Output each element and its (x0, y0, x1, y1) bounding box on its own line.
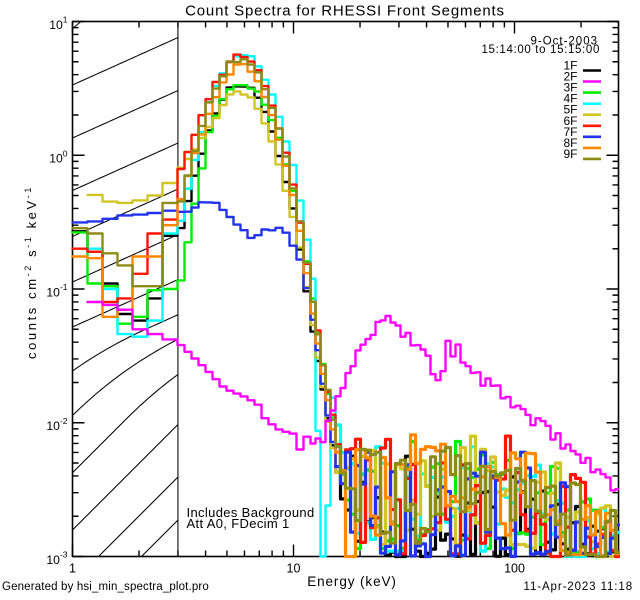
svg-text:Includes Background: Includes Background (187, 505, 315, 520)
svg-text:1: 1 (69, 562, 76, 576)
svg-text:15:14:00 to 15:15:00: 15:14:00 to 15:15:00 (481, 44, 600, 56)
svg-text:5F: 5F (563, 103, 577, 117)
svg-text:8F: 8F (563, 136, 577, 150)
svg-text:4F: 4F (563, 92, 577, 106)
svg-text:3F: 3F (563, 81, 577, 95)
svg-text:counts cm-2 s-1 keV-1: counts cm-2 s-1 keV-1 (23, 185, 39, 359)
svg-text:7F: 7F (563, 125, 577, 139)
svg-text:9F: 9F (563, 147, 577, 161)
svg-text:Generated by hsi_min_spectra_p: Generated by hsi_min_spectra_plot.pro (2, 581, 209, 593)
svg-text:Energy (keV): Energy (keV) (307, 574, 397, 589)
svg-text:Att A0, FDecim 1: Att A0, FDecim 1 (187, 516, 290, 531)
svg-text:1F: 1F (563, 59, 577, 73)
svg-text:9-Oct-2003: 9-Oct-2003 (530, 35, 598, 47)
svg-text:Count Spectra for RHESSI Front: Count Spectra for RHESSI Front Segments (185, 2, 505, 19)
svg-text:100: 100 (504, 562, 525, 576)
svg-text:2F: 2F (563, 70, 577, 84)
svg-text:6F: 6F (563, 114, 577, 128)
svg-text:10: 10 (287, 562, 301, 576)
svg-text:11-Apr-2023 11:18: 11-Apr-2023 11:18 (524, 581, 634, 593)
